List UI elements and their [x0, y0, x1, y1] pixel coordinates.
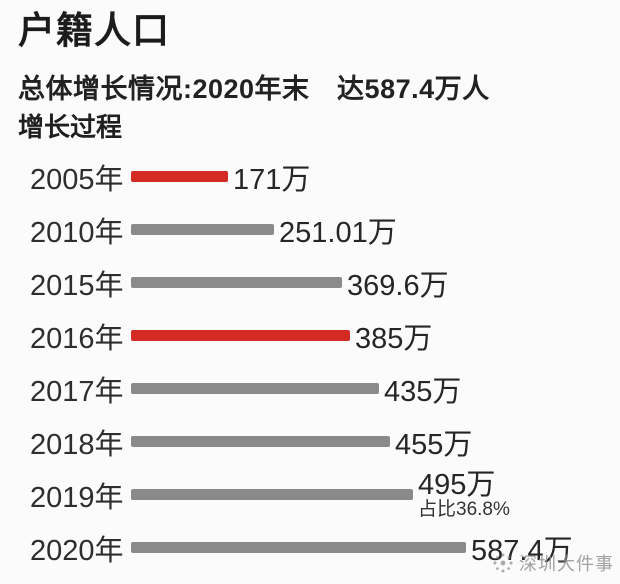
bar — [131, 171, 228, 183]
chart-row: 2019年 495万 占比36.8% — [0, 468, 620, 521]
bar — [131, 542, 466, 554]
category-label: 2016年 — [30, 322, 124, 355]
watermark: 深圳大件事 — [490, 550, 614, 576]
share-annotation: 占比36.8% — [418, 499, 510, 521]
overall-growth-subtitle: 总体增长情况:2020年末 达587.4万人 — [18, 73, 490, 104]
category-label: 2005年 — [30, 163, 124, 196]
chart-row: 2005年 171万 — [0, 150, 620, 203]
value-label: 171万 — [233, 163, 311, 196]
category-label: 2017年 — [30, 375, 124, 408]
chart-row: 2020年 587.4万 — [0, 521, 620, 574]
chart-row: 2018年 455万 — [0, 415, 620, 468]
chart-row: 2017年 435万 — [0, 362, 620, 415]
value-label: 251.01万 — [279, 216, 397, 249]
chart-rows: 2005年 171万 2010年 251.01万 2015年 369.6万 2016年 385… — [0, 150, 620, 574]
value-label: 385万 — [355, 322, 433, 355]
sparkle-burst-icon — [493, 553, 513, 573]
chart-row: 2016年 385万 — [0, 309, 620, 362]
bar — [131, 383, 379, 395]
bar — [131, 489, 413, 501]
bar — [131, 224, 274, 236]
chart-row: 2015年 369.6万 — [0, 256, 620, 309]
category-label: 2018年 — [30, 428, 124, 461]
value-label: 587.4万 — [471, 534, 573, 567]
category-label: 2019年 — [30, 481, 124, 514]
value-label: 495万 — [418, 469, 496, 502]
growth-process-label: 增长过程 — [18, 112, 123, 143]
page-title: 户籍人口 — [18, 10, 170, 51]
value-label: 455万 — [395, 428, 473, 461]
value-label-stack: 495万 占比36.8% — [418, 470, 510, 520]
category-label: 2020年 — [30, 534, 124, 567]
value-label: 435万 — [384, 375, 462, 408]
watermark-text: 深圳大件事 — [519, 554, 614, 574]
bar — [131, 330, 350, 342]
chart-row: 2010年 251.01万 — [0, 203, 620, 256]
header: 户籍人口 总体增长情况:2020年末 达587.4万人 增长过程 — [0, 0, 620, 141]
bar — [131, 436, 390, 448]
value-label: 369.6万 — [347, 269, 449, 302]
category-label: 2010年 — [30, 216, 124, 249]
category-label: 2015年 — [30, 269, 124, 302]
bar — [131, 277, 342, 289]
